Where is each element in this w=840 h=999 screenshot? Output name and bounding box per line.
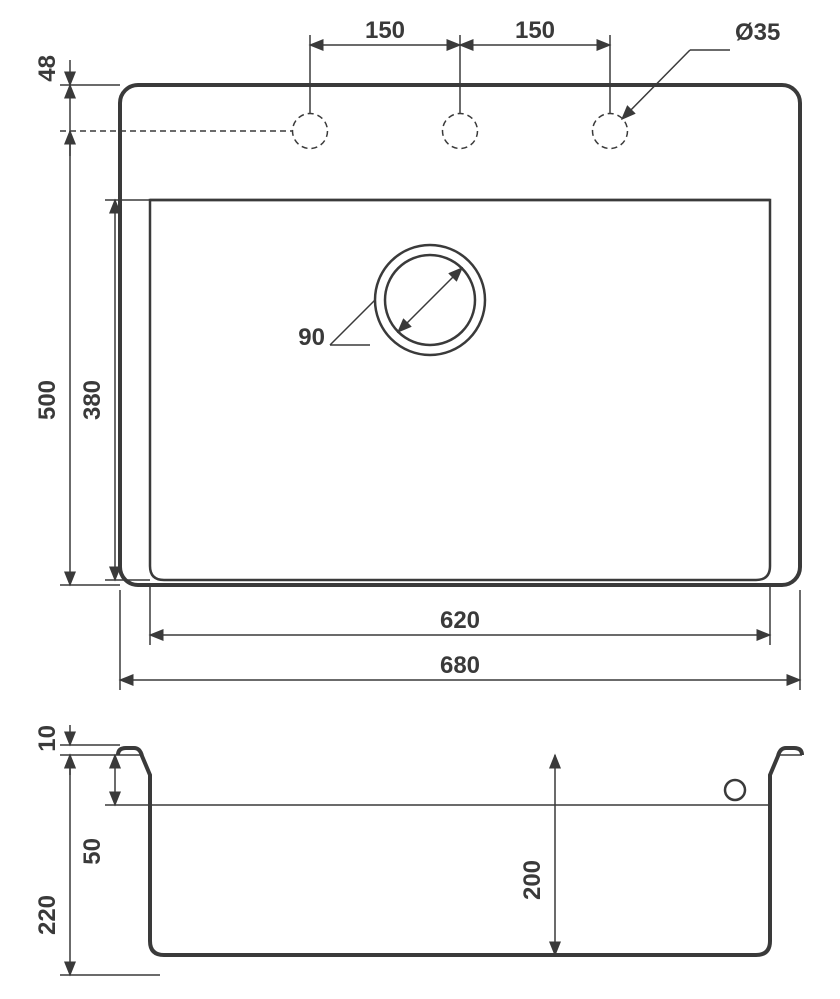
dim-150a: 150 <box>310 17 460 113</box>
dim-380-label: 380 <box>79 380 106 420</box>
dim-48-label: 48 <box>34 55 61 82</box>
tap-holes <box>293 114 628 149</box>
dim-d90-label: 90 <box>298 324 325 351</box>
dim-220-label: 220 <box>34 895 61 935</box>
dim-200-label: 200 <box>519 860 546 900</box>
dim-620-label: 620 <box>440 607 480 634</box>
side-view <box>118 748 802 955</box>
dim-d35: Ø35 <box>622 19 780 119</box>
dim-380: 380 <box>79 200 150 580</box>
sink-bowl <box>150 200 770 580</box>
overflow-hole <box>725 780 745 800</box>
technical-drawing: 48 500 380 150 150 <box>0 0 840 999</box>
dim-680-label: 680 <box>440 652 480 679</box>
dim-50: 50 <box>79 755 150 865</box>
dim-50-label: 50 <box>79 838 106 865</box>
dim-150a-label: 150 <box>365 17 405 44</box>
dim-10: 10 <box>34 725 120 775</box>
drain <box>375 245 485 355</box>
sink-section <box>118 748 802 955</box>
dim-10-label: 10 <box>34 725 61 752</box>
dim-620: 620 <box>150 585 770 645</box>
dim-d35-label: Ø35 <box>735 19 780 46</box>
dim-d90: 90 <box>298 300 375 351</box>
top-view <box>120 85 800 585</box>
dimensions-side: 10 50 220 200 <box>34 725 555 975</box>
dim-200: 200 <box>519 755 555 955</box>
dim-680: 680 <box>120 590 800 690</box>
dim-150b: 150 <box>460 17 610 113</box>
dim-150b-label: 150 <box>515 17 555 44</box>
dim-48: 48 <box>34 55 292 156</box>
dim-500: 500 <box>34 85 120 585</box>
dim-500-label: 500 <box>34 380 61 420</box>
